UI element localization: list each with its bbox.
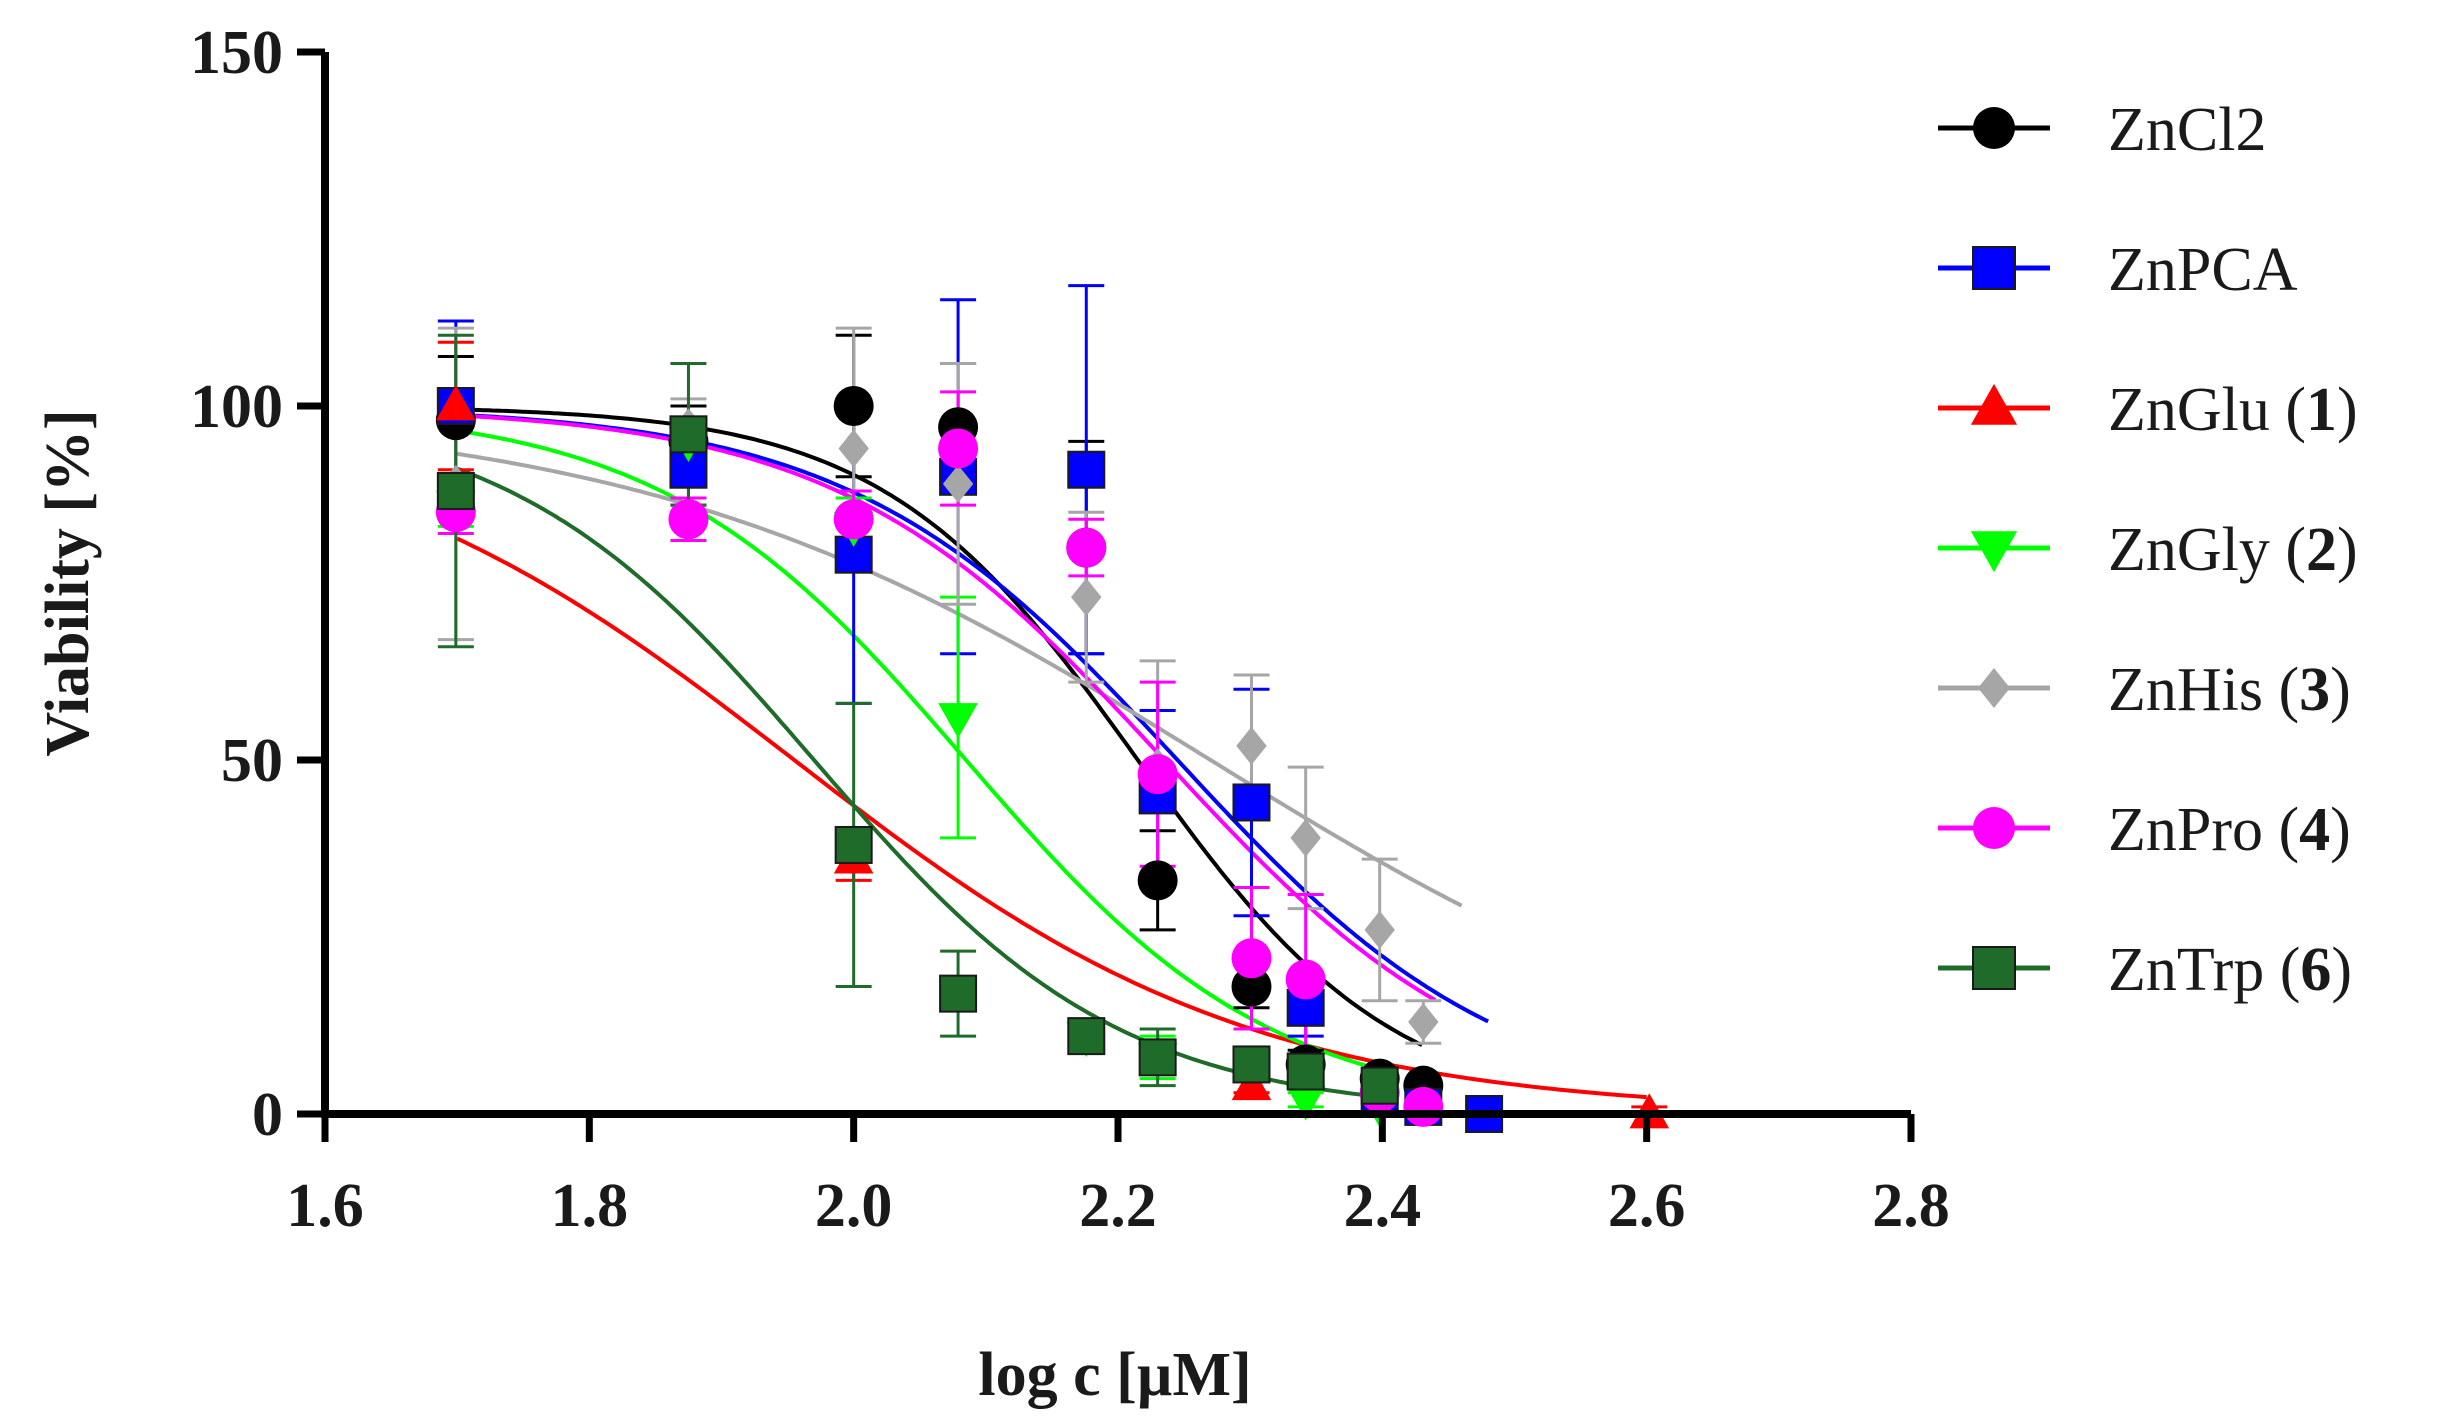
data-point-znhis3 [1364, 910, 1395, 949]
data-point-znhis3 [942, 464, 974, 503]
x-tick-label: 2.6 [1608, 1172, 1686, 1240]
legend-label-text: ZnGlu ( [2108, 376, 2306, 444]
legend-label-number: 3 [2299, 656, 2330, 724]
x-tick-label: 2.4 [1344, 1172, 1422, 1240]
legend-marker-znhis3 [1978, 668, 2010, 708]
y-tick-label: 50 [221, 727, 283, 795]
x-tick-label: 2.2 [1079, 1172, 1157, 1240]
legend-label-close: ) [2330, 796, 2351, 864]
data-point-zntrp6 [669, 415, 708, 454]
data-point-znpro4 [833, 499, 874, 540]
legend-label-text: ZnGly ( [2108, 516, 2306, 584]
data-point-zncl2 [1137, 860, 1178, 901]
fit-curves [456, 407, 1647, 1101]
legend-label-text: ZnHis ( [2108, 656, 2299, 724]
fit-curve-zncl2 [457, 407, 1423, 1047]
legend-label-text: ZnTrp ( [2108, 936, 2300, 1004]
x-axis-title: log c [µM] [978, 1341, 1251, 1409]
legend-label-close: ) [2337, 516, 2358, 584]
data-point-znpca [1232, 783, 1271, 822]
data-markers [435, 385, 1670, 1133]
data-point-zngly2 [938, 703, 978, 739]
data-point-znhis3 [838, 429, 869, 468]
legend-label-zncl2: ZnCl2 [2108, 96, 2266, 164]
fit-curve-zngly2 [456, 428, 1383, 1073]
data-point-znpca [1067, 450, 1106, 489]
legend-label-zntrp6: ZnTrp (6) [2108, 936, 2352, 1004]
data-point-zncl2 [833, 386, 874, 426]
data-point-znpro4 [668, 499, 709, 540]
data-point-zntrp6 [834, 825, 873, 864]
y-tick-label: 0 [252, 1081, 283, 1149]
legend-label-text: ZnPro ( [2108, 796, 2299, 864]
legend-label-znglu1: ZnGlu (1) [2108, 376, 2358, 444]
legend-label-text: ZnPCA [2108, 236, 2298, 304]
data-point-znhis3 [1290, 818, 1321, 857]
legend-label-number: 1 [2306, 376, 2337, 444]
x-tick-label: 2.8 [1872, 1172, 1950, 1240]
legend-marker-zngly2 [1970, 531, 2018, 573]
legend-label-close: ) [2337, 376, 2358, 444]
legend-marker-znpca [1972, 246, 2016, 290]
data-point-znpro4 [1403, 1086, 1444, 1127]
legend-label-znhis3: ZnHis (3) [2108, 656, 2351, 724]
data-point-znhis3 [1236, 726, 1267, 765]
data-point-znpro4 [938, 428, 979, 469]
legend-marker-zntrp6 [1972, 946, 2016, 990]
x-tick-label: 1.8 [551, 1172, 629, 1240]
x-tick-label: 2.0 [815, 1172, 893, 1240]
legend-label-number: 4 [2299, 796, 2330, 864]
data-point-zntrp6 [939, 974, 978, 1013]
data-point-znpro4 [1231, 938, 1272, 979]
data-point-znpro4 [1285, 959, 1326, 1000]
legend-label-close: ) [2330, 656, 2351, 724]
legend-label-number: 2 [2306, 516, 2337, 584]
y-axis-title: Viability [%] [34, 409, 102, 756]
legend-label-number: 6 [2300, 936, 2331, 1004]
axis-ticks: 1.6 1.8 2.0 2.2 2.4 2.6 2.8 0 50 100 150 [190, 19, 1950, 1240]
data-point-zngly2 [1285, 1085, 1326, 1121]
data-point-zntrp6 [436, 471, 475, 510]
y-tick-label: 150 [190, 19, 283, 87]
data-point-zntrp6 [1138, 1038, 1177, 1077]
data-point-znpro4 [1066, 527, 1107, 568]
legend-label-close: ) [2331, 936, 2352, 1004]
data-point-zntrp6 [1286, 1052, 1325, 1091]
data-point-znhis3 [1071, 578, 1102, 617]
data-point-znpro4 [1137, 754, 1178, 795]
x-tick-label: 1.6 [286, 1172, 364, 1240]
data-point-zncl2 [1231, 966, 1272, 1007]
data-point-znhis3 [1408, 1002, 1439, 1041]
data-point-znglu1 [436, 385, 476, 421]
legend-marker-znglu1 [1970, 383, 2018, 425]
legend-marker-zncl2 [1973, 107, 2015, 149]
fit-curve-znpro4 [457, 413, 1437, 1002]
data-point-zntrp6 [1232, 1045, 1271, 1084]
data-point-zntrp6 [1067, 1017, 1106, 1056]
legend-label-znpro4: ZnPro (4) [2108, 796, 2351, 864]
legend-label-text: ZnCl2 [2108, 96, 2266, 164]
legend-label-znpca: ZnPCA [2108, 236, 2298, 304]
y-tick-label: 100 [190, 373, 283, 441]
legend-marker-znpro4 [1973, 807, 2015, 849]
data-point-zntrp6 [1360, 1066, 1399, 1105]
legend-label-zngly2: ZnGly (2) [2108, 516, 2358, 584]
fit-curve-znglu1 [456, 536, 1647, 1100]
